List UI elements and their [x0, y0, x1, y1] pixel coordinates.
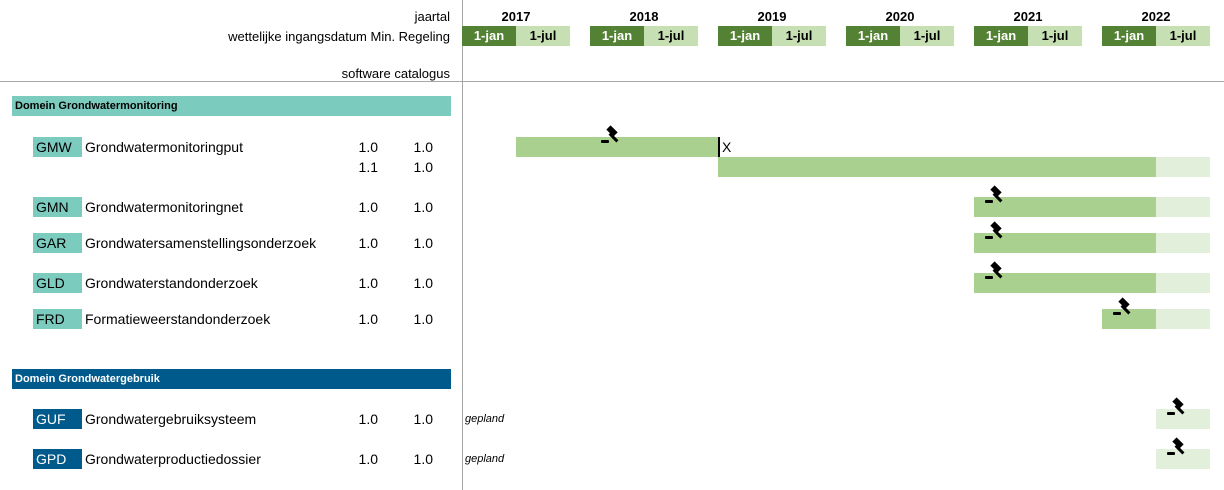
timeline-bar-active	[516, 137, 718, 157]
item-name: Grondwatermonitoringnet	[85, 199, 243, 215]
timeline-bar-active	[718, 157, 1156, 177]
end-marker-line	[718, 137, 720, 157]
version-standard: 1.0	[358, 311, 378, 327]
gavel-icon	[1166, 395, 1188, 417]
half-jan-cell: 1-jan	[590, 26, 644, 46]
header-divider	[0, 81, 1224, 82]
item-name: Grondwaterproductiedossier	[85, 451, 261, 467]
domain-header: Domein Grondwatermonitoring	[12, 96, 451, 116]
version-standard: 1.0	[358, 199, 378, 215]
half-jul-cell: 1-jul	[900, 26, 954, 46]
end-marker: X	[722, 139, 732, 155]
year-header: 2018	[629, 9, 659, 24]
software-catalogus-label: software catalogus	[341, 66, 450, 81]
gavel-icon	[984, 219, 1006, 241]
item-code-badge: GMN	[33, 197, 82, 217]
version-catalogus: 1.0	[413, 451, 433, 467]
item-name: Grondwaterstandonderzoek	[85, 275, 258, 291]
half-jan-cell: 1-jan	[846, 26, 900, 46]
timeline-bar-planned	[1156, 157, 1210, 177]
year-label: jaartal	[414, 9, 450, 24]
half-jul-cell: 1-jul	[1156, 26, 1210, 46]
half-jul-cell: 1-jul	[772, 26, 826, 46]
year-header: 2020	[885, 9, 915, 24]
version-standard: 1.0	[358, 411, 378, 427]
item-code-badge: FRD	[33, 309, 82, 329]
version-standard: 1.0	[358, 451, 378, 467]
timeline-divider-vertical	[462, 0, 463, 490]
version-standard: 1.0	[358, 139, 378, 155]
half-jan-cell: 1-jan	[974, 26, 1028, 46]
half-jan-cell: 1-jan	[718, 26, 772, 46]
item-name: Grondwatermonitoringput	[85, 139, 243, 155]
version-standard: 1.1	[358, 159, 378, 175]
item-name: Grondwatergebruiksysteem	[85, 411, 257, 427]
timeline-bar-planned	[1156, 197, 1210, 217]
item-code-badge: GLD	[33, 273, 82, 293]
timeline-bar-active	[974, 273, 1156, 293]
gavel-icon	[600, 123, 622, 145]
timeline-bar-active	[974, 197, 1156, 217]
half-jul-cell: 1-jul	[1028, 26, 1082, 46]
item-name: Formatieweerstandonderzoek	[85, 311, 271, 327]
gavel-icon	[984, 259, 1006, 281]
gavel-icon	[1112, 295, 1134, 317]
date-label: wettelijke ingangsdatum Min. Regeling	[228, 29, 450, 44]
year-header: 2021	[1013, 9, 1043, 24]
version-catalogus: 1.0	[413, 235, 433, 251]
domain-header: Domein Grondwatergebruik	[12, 369, 451, 389]
version-catalogus: 1.0	[413, 275, 433, 291]
version-standard: 1.0	[358, 235, 378, 251]
half-jul-cell: 1-jul	[516, 26, 570, 46]
gavel-icon	[984, 183, 1006, 205]
item-code-badge: GPD	[33, 449, 82, 469]
gavel-icon	[1166, 435, 1188, 457]
version-catalogus: 1.0	[413, 139, 433, 155]
version-catalogus: 1.0	[413, 311, 433, 327]
half-jan-cell: 1-jan	[1102, 26, 1156, 46]
year-header: 2019	[757, 9, 787, 24]
item-code-badge: GAR	[33, 233, 82, 253]
year-header: 2017	[501, 9, 531, 24]
version-catalogus: 1.0	[413, 159, 433, 175]
item-code-badge: GUF	[33, 409, 82, 429]
timeline-bar-planned	[1156, 273, 1210, 293]
timeline-bar-active	[974, 233, 1156, 253]
version-standard: 1.0	[358, 275, 378, 291]
half-jul-cell: 1-jul	[644, 26, 698, 46]
year-header: 2022	[1141, 9, 1171, 24]
status-label: gepland	[465, 453, 505, 465]
status-label: gepland	[465, 413, 505, 425]
timeline-bar-planned	[1156, 309, 1210, 329]
timeline-bar-planned	[1156, 233, 1210, 253]
version-catalogus: 1.0	[413, 411, 433, 427]
version-catalogus: 1.0	[413, 199, 433, 215]
item-name: Grondwatersamenstellingsonderzoek	[85, 235, 317, 251]
half-jan-cell: 1-jan	[462, 26, 516, 46]
item-code-badge: GMW	[33, 137, 82, 157]
